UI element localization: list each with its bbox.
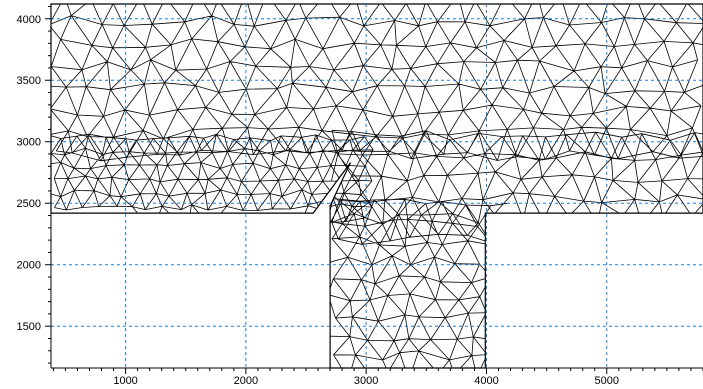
y-tick-label: 3000: [17, 137, 41, 149]
x-tick-label: 1000: [113, 375, 137, 387]
x-tick-label: 5000: [595, 375, 619, 387]
x-tick-label: 3000: [354, 375, 378, 387]
triangle-mesh: [50, 3, 703, 369]
axis-ticks: [45, 5, 703, 374]
y-tick-label: 2500: [17, 198, 41, 210]
axis-labels: 1000 2000 3000 4000 5000 1500 2000 2500 3000 3500…: [17, 14, 619, 387]
x-tick-label: 4000: [474, 375, 498, 387]
x-tick-label: 2000: [234, 375, 258, 387]
y-tick-label: 2000: [17, 260, 41, 272]
grid-lines: [51, 4, 703, 368]
mesh-edges: [51, 4, 703, 368]
y-tick-label: 1500: [17, 321, 41, 333]
y-tick-label: 4000: [17, 14, 41, 26]
y-tick-label: 3500: [17, 75, 41, 87]
